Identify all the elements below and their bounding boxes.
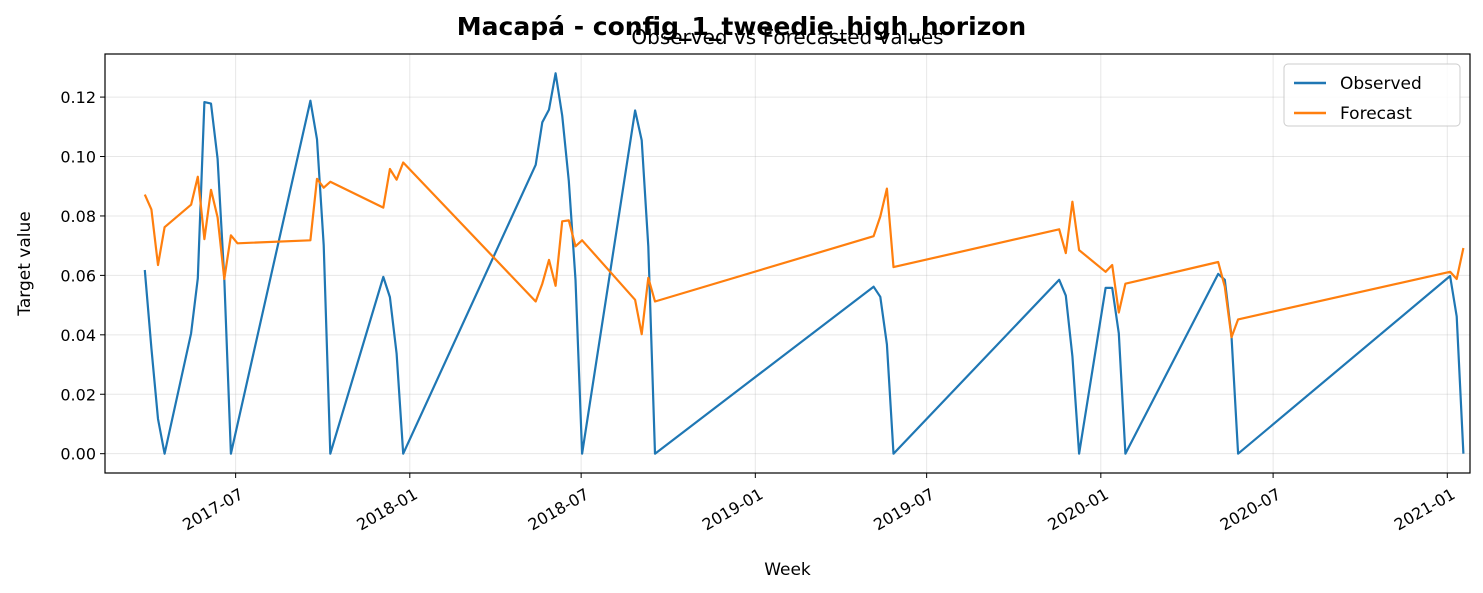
y-tick-label: 0.00 <box>60 445 96 464</box>
legend-label-forecast: Forecast <box>1340 104 1412 124</box>
axes-frame <box>104 53 1471 474</box>
x-axis-label: Week <box>764 560 811 580</box>
y-tick-label: 0.06 <box>60 266 96 285</box>
x-tick-label: 2017-07 <box>179 484 246 534</box>
y-tick-label: 0.04 <box>60 326 96 345</box>
legend-box <box>1283 63 1461 127</box>
x-tick-label: 2018-01 <box>353 484 420 534</box>
x-tick-label: 2020-01 <box>1044 484 1111 534</box>
y-tick-label: 0.12 <box>60 88 96 107</box>
x-tick-label: 2021-01 <box>1391 484 1458 534</box>
legend-label-observed: Observed <box>1340 74 1422 94</box>
y-tick-label: 0.10 <box>60 148 96 167</box>
y-tick-label: 0.08 <box>60 207 96 226</box>
chart-title: Observed vs Forecasted values <box>631 25 943 49</box>
series-line-forecast <box>143 161 1465 339</box>
y-tick-label: 0.02 <box>60 385 96 404</box>
figure-suptitle: Macapá - config_1_tweedie_high_horizon <box>456 12 1027 41</box>
x-tick-label: 2019-07 <box>870 484 937 534</box>
y-axis-label: Target value <box>15 211 35 316</box>
plot-area <box>105 54 1470 473</box>
x-tick-label: 2019-01 <box>699 484 766 534</box>
x-tick-label: 2018-07 <box>525 484 592 534</box>
x-tick-label: 2020-07 <box>1217 484 1284 534</box>
